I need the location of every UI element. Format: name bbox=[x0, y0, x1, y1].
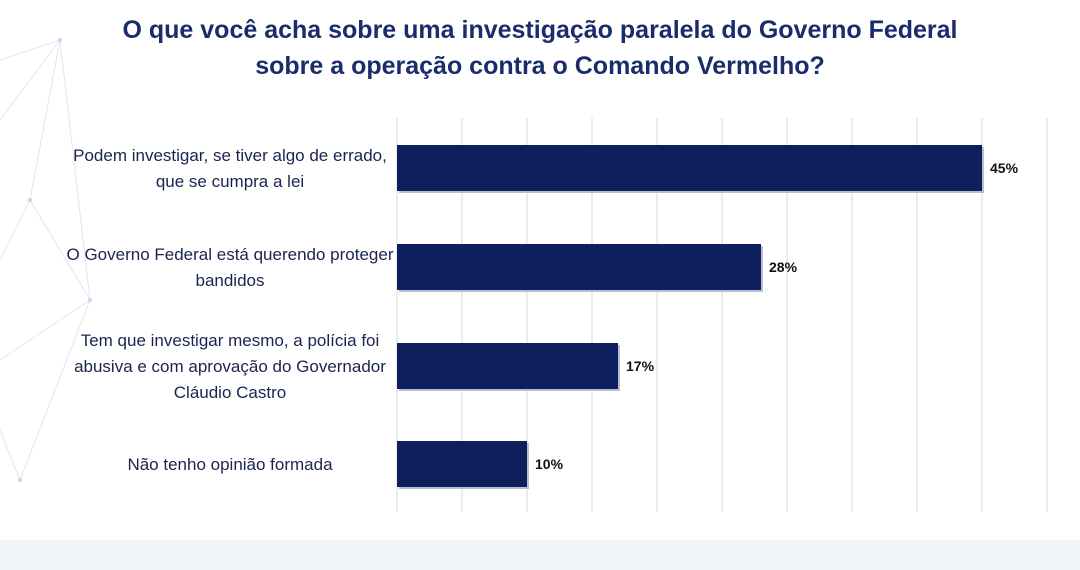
chart-title: O que você acha sobre uma investigação p… bbox=[40, 12, 1040, 84]
chart-title-line-2: sobre a operação contra o Comando Vermel… bbox=[255, 52, 825, 80]
value-label: 10% bbox=[535, 456, 564, 472]
bar bbox=[397, 441, 527, 487]
bar bbox=[397, 244, 761, 290]
category-label: O Governo Federal está querendo proteger bbox=[67, 245, 394, 264]
category-label: que se cumpra a lei bbox=[156, 172, 304, 191]
category-label: Podem investigar, se tiver algo de errad… bbox=[73, 146, 387, 165]
category-label: Não tenho opinião formada bbox=[127, 455, 333, 474]
value-label: 45% bbox=[990, 160, 1019, 176]
value-label: 17% bbox=[626, 358, 655, 374]
value-label: 28% bbox=[769, 259, 798, 275]
bar bbox=[397, 145, 982, 191]
chart-title-line-1: O que você acha sobre uma investigação p… bbox=[122, 16, 958, 44]
category-label: Cláudio Castro bbox=[174, 383, 286, 402]
category-label: Tem que investigar mesmo, a polícia foi bbox=[81, 331, 380, 350]
bar bbox=[397, 343, 618, 389]
category-label: bandidos bbox=[195, 271, 264, 290]
category-label: abusiva e com aprovação do Governador bbox=[74, 357, 386, 376]
